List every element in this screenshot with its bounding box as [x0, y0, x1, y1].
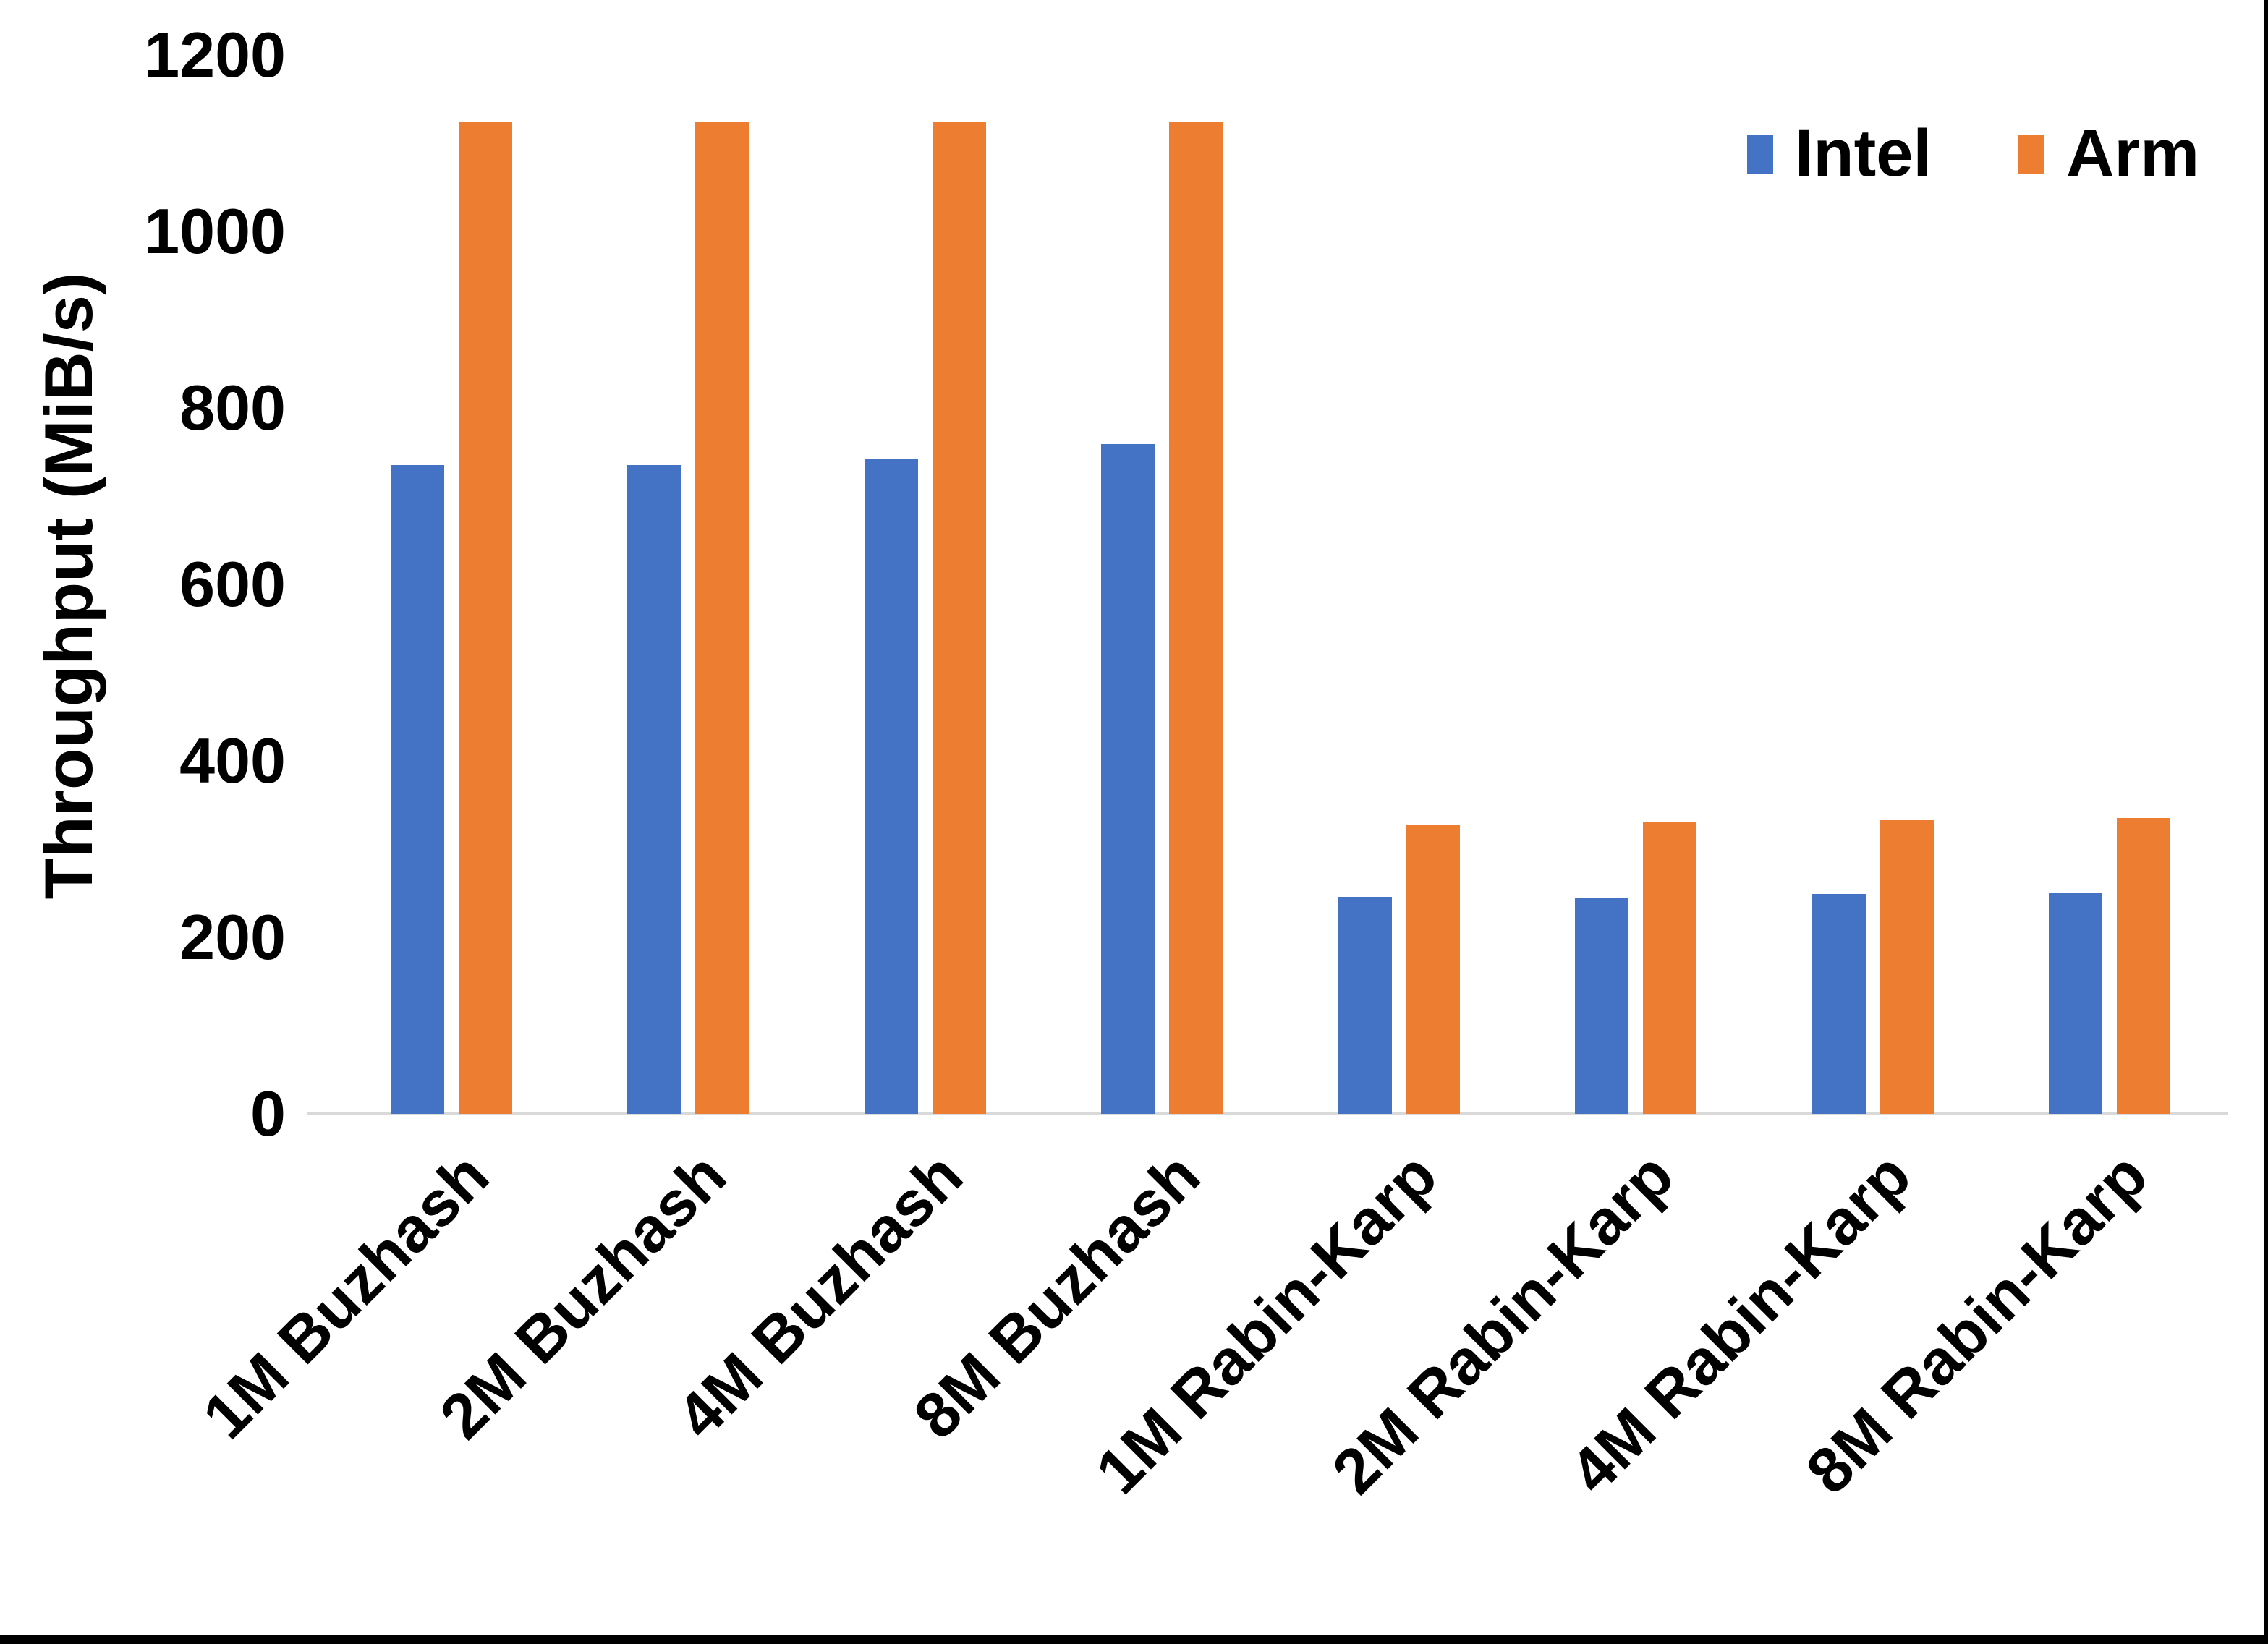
- bar-group-8: [1992, 55, 2229, 1114]
- x-axis-line: [307, 1112, 2228, 1115]
- y-tick-label-600: 600: [179, 548, 286, 620]
- bar-intel-8m-rabin-karp: [2049, 893, 2103, 1114]
- bar-intel-1m-rabin-karp: [1338, 896, 1392, 1114]
- bar-arm-4m-rabin-karp: [1880, 819, 1934, 1114]
- y-tick-label-400: 400: [179, 725, 286, 796]
- bar-arm-2m-buzhash: [695, 122, 749, 1114]
- bar-group-4: [1044, 55, 1281, 1114]
- bar-arm-2m-rabin-karp: [1643, 822, 1697, 1114]
- legend-swatch-intel: [1746, 134, 1773, 174]
- bar-group-1: [333, 55, 570, 1114]
- bar-group-5: [1280, 55, 1518, 1114]
- bar-group-6: [1518, 55, 1755, 1114]
- page-bottom-border: [0, 1635, 2268, 1644]
- y-tick-label-800: 800: [179, 372, 286, 443]
- legend-label-arm: Arm: [2065, 116, 2199, 190]
- legend: Intel Arm: [1746, 116, 2199, 192]
- bar-arm-1m-buzhash: [458, 122, 512, 1114]
- bar-intel-8m-buzhash: [1101, 444, 1155, 1114]
- y-tick-label-1200: 1200: [144, 19, 286, 90]
- plot-area: [307, 55, 2229, 1115]
- legend-swatch-arm: [2018, 134, 2044, 174]
- bar-intel-4m-rabin-karp: [1812, 894, 1866, 1114]
- bar-intel-4m-buzhash: [864, 458, 918, 1114]
- bar-intel-2m-buzhash: [627, 465, 681, 1114]
- legend-label-intel: Intel: [1794, 116, 1932, 190]
- bar-intel-2m-rabin-karp: [1575, 898, 1629, 1114]
- legend-item-arm: Arm: [2018, 116, 2199, 192]
- y-tick-label-200: 200: [179, 901, 286, 973]
- y-tick-label-1000: 1000: [144, 195, 286, 267]
- bar-group-2: [570, 55, 807, 1114]
- bar-group-7: [1754, 55, 1992, 1114]
- bar-group-3: [807, 55, 1044, 1114]
- bar-arm-4m-buzhash: [932, 122, 986, 1114]
- page-right-border: [2264, 0, 2268, 1644]
- x-axis-labels: 1M Buzhash 2M Buzhash 4M Buzhash 8M Buzhash…: [189, 1128, 2228, 1533]
- legend-item-intel: Intel: [1746, 116, 1932, 192]
- bar-arm-8m-rabin-karp: [2117, 818, 2171, 1114]
- y-tick-label-0: 0: [250, 1078, 286, 1149]
- bar-intel-1m-buzhash: [390, 465, 444, 1114]
- bar-arm-8m-buzhash: [1169, 122, 1223, 1114]
- bar-arm-1m-rabin-karp: [1406, 825, 1460, 1114]
- y-axis: 0 200 400 600 800 1000 1200: [0, 19, 289, 1149]
